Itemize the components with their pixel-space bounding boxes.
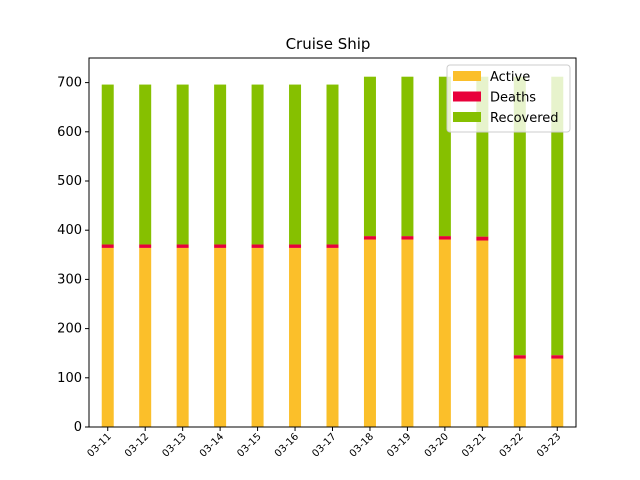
bar-deaths-03-11	[101, 244, 114, 248]
legend-label-deaths: Deaths	[490, 91, 536, 106]
bar-active-03-18	[363, 239, 376, 427]
y-tick-label-300: 300	[57, 272, 82, 287]
x-tick-label-03-18: 03-18	[348, 431, 376, 459]
bar-active-03-13	[176, 247, 189, 427]
bar-deaths-03-18	[363, 236, 376, 240]
y-tick-label-500: 500	[57, 174, 82, 189]
bar-deaths-03-13	[176, 244, 189, 248]
x-tick-label-03-22: 03-22	[498, 431, 526, 459]
x-tick-label-03-21: 03-21	[460, 431, 488, 459]
y-tick-label-400: 400	[57, 223, 82, 238]
legend-swatch-recovered	[453, 112, 481, 122]
bar-active-03-23	[551, 358, 564, 427]
bar-recovered-03-11	[101, 84, 114, 245]
bar-deaths-03-19	[401, 236, 414, 240]
y-tick-label-0: 0	[74, 420, 82, 435]
bar-recovered-03-23	[551, 76, 564, 356]
bar-recovered-03-18	[363, 76, 376, 237]
x-tick-label-03-23: 03-23	[535, 431, 563, 459]
legend-label-active: Active	[490, 70, 530, 85]
bar-active-03-11	[101, 247, 114, 427]
bar-recovered-03-19	[401, 76, 414, 237]
y-tick-label-100: 100	[57, 371, 82, 386]
bar-deaths-03-20	[438, 236, 451, 240]
bar-deaths-03-23	[551, 355, 564, 359]
x-tick-label-03-11: 03-11	[86, 431, 114, 459]
y-tick-label-600: 600	[57, 125, 82, 140]
bar-active-03-15	[251, 247, 264, 427]
bar-deaths-03-14	[214, 244, 227, 248]
bar-active-03-19	[401, 239, 414, 427]
legend-swatch-active	[453, 71, 481, 81]
legend: Active Deaths Recovered	[446, 64, 571, 133]
x-tick-label-03-17: 03-17	[310, 431, 338, 459]
bar-deaths-03-15	[251, 244, 264, 248]
bar-active-03-20	[438, 239, 451, 427]
x-tick-label-03-12: 03-12	[123, 431, 151, 459]
legend-swatch-deaths	[453, 91, 481, 102]
bars-group	[101, 76, 564, 427]
x-tick-label-03-20: 03-20	[423, 431, 451, 459]
x-tick-label-03-14: 03-14	[198, 431, 226, 459]
bar-deaths-03-21	[476, 236, 489, 241]
bar-recovered-03-15	[251, 84, 264, 245]
chart-title: Cruise Ship	[286, 35, 371, 53]
bar-active-03-22	[513, 358, 526, 427]
y-tick-label-200: 200	[57, 322, 82, 337]
y-tick-label-700: 700	[57, 76, 82, 91]
bar-recovered-03-22	[513, 76, 526, 356]
bar-active-03-17	[326, 247, 339, 427]
bar-deaths-03-16	[289, 244, 302, 248]
x-tick-label-03-15: 03-15	[235, 431, 263, 459]
bar-recovered-03-16	[289, 84, 302, 245]
bar-active-03-21	[476, 240, 489, 427]
x-tick-label-03-16: 03-16	[273, 431, 301, 459]
bar-deaths-03-17	[326, 244, 339, 248]
bar-active-03-16	[289, 247, 302, 427]
bar-deaths-03-12	[139, 244, 152, 248]
x-tick-label-03-13: 03-13	[160, 431, 188, 459]
x-tick-label-03-19: 03-19	[385, 431, 413, 459]
legend-label-recovered: Recovered	[490, 111, 559, 126]
bar-recovered-03-12	[139, 84, 152, 245]
bar-recovered-03-13	[176, 84, 189, 245]
bar-active-03-14	[214, 247, 227, 427]
bar-deaths-03-22	[513, 355, 526, 359]
bar-recovered-03-14	[214, 84, 227, 245]
bar-recovered-03-17	[326, 84, 339, 245]
bar-active-03-12	[139, 247, 152, 427]
